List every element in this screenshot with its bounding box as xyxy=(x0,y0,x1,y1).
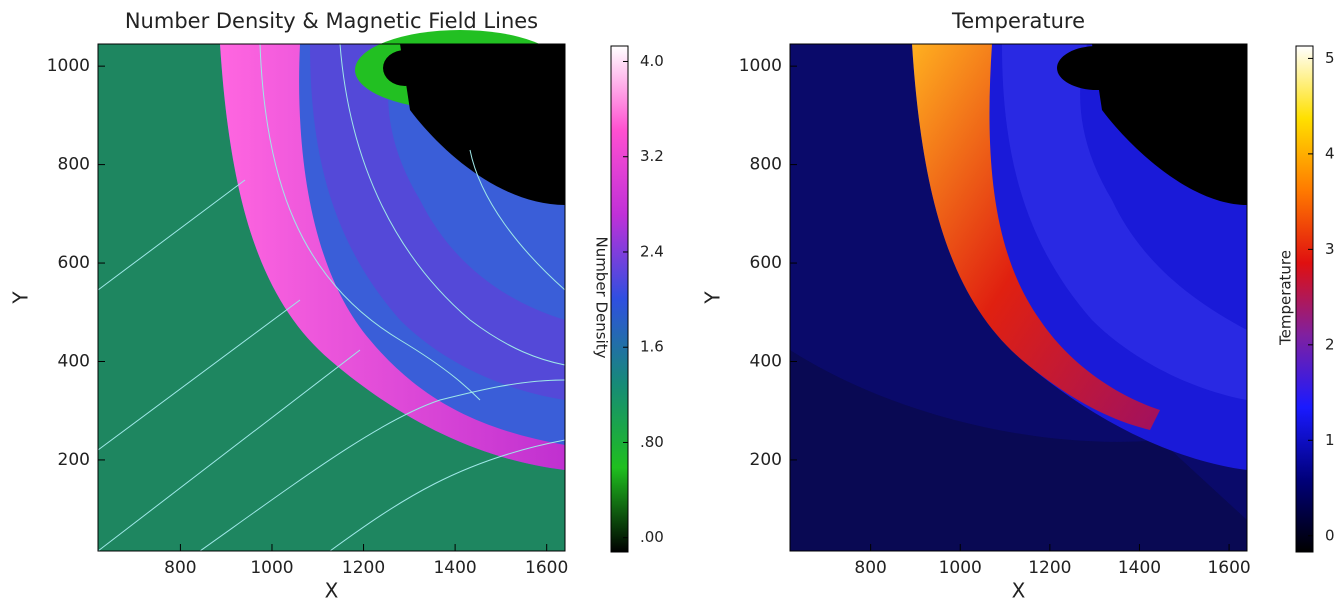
x-tick-label: 1200 xyxy=(342,558,385,578)
x-tick-label: 1600 xyxy=(1207,558,1250,578)
colorbar-tick-label: 1 xyxy=(1325,431,1335,449)
colorbar-label: Number Density xyxy=(593,236,611,358)
y-tick-label: 200 xyxy=(750,450,782,470)
y-tick-label: 400 xyxy=(58,351,90,371)
chart-title: Number Density & Magnetic Field Lines xyxy=(125,9,538,33)
colorbar-tick-label: 0 xyxy=(1325,526,1335,544)
y-tick-label: 800 xyxy=(750,155,782,175)
y-axis-label: Y xyxy=(701,291,725,305)
density-image xyxy=(97,30,566,552)
colorbar-tick-label: .80 xyxy=(640,433,664,451)
colorbar-tick-label: 2.4 xyxy=(640,242,664,260)
plot-frame xyxy=(97,43,566,552)
colorbar xyxy=(610,45,629,553)
x-tick-label: 1600 xyxy=(525,558,568,578)
plot-frame xyxy=(789,43,1248,552)
y-tick-label: 800 xyxy=(58,155,90,175)
chart-title: Temperature xyxy=(951,9,1085,33)
y-axis-label: Y xyxy=(9,291,33,305)
x-tick-label: 1000 xyxy=(250,558,293,578)
x-axis-label: X xyxy=(1012,579,1026,602)
y-tick-label: 400 xyxy=(750,351,782,371)
x-tick-label: 1200 xyxy=(1028,558,1071,578)
y-tick-label: 600 xyxy=(58,253,90,273)
colorbar xyxy=(1295,45,1314,553)
x-tick-label: 800 xyxy=(164,558,196,578)
x-tick-label: 1400 xyxy=(1118,558,1161,578)
y-tick-label: 200 xyxy=(58,450,90,470)
colorbar-tick-label: 3.2 xyxy=(640,147,664,165)
colorbar-tick-label: .00 xyxy=(640,528,664,546)
colorbar-tick-label: 4 xyxy=(1325,144,1335,162)
x-tick-label: 1000 xyxy=(939,558,982,578)
colorbar-tick-label: 4.0 xyxy=(640,52,664,70)
colorbar-tick-label: 5 xyxy=(1325,49,1335,67)
y-tick-label: 600 xyxy=(750,253,782,273)
colorbar-tick-label: 1.6 xyxy=(640,338,664,356)
x-tick-label: 1400 xyxy=(433,558,476,578)
x-axis-label: X xyxy=(325,579,339,602)
y-tick-label: 1000 xyxy=(47,56,90,76)
colorbar-tick-label: 3 xyxy=(1325,240,1335,258)
x-tick-label: 800 xyxy=(854,558,886,578)
colorbar-label: Temperature xyxy=(1277,250,1295,346)
temperature-image xyxy=(790,44,1247,551)
y-tick-label: 1000 xyxy=(739,56,782,76)
colorbar-tick-label: 2 xyxy=(1325,335,1335,353)
